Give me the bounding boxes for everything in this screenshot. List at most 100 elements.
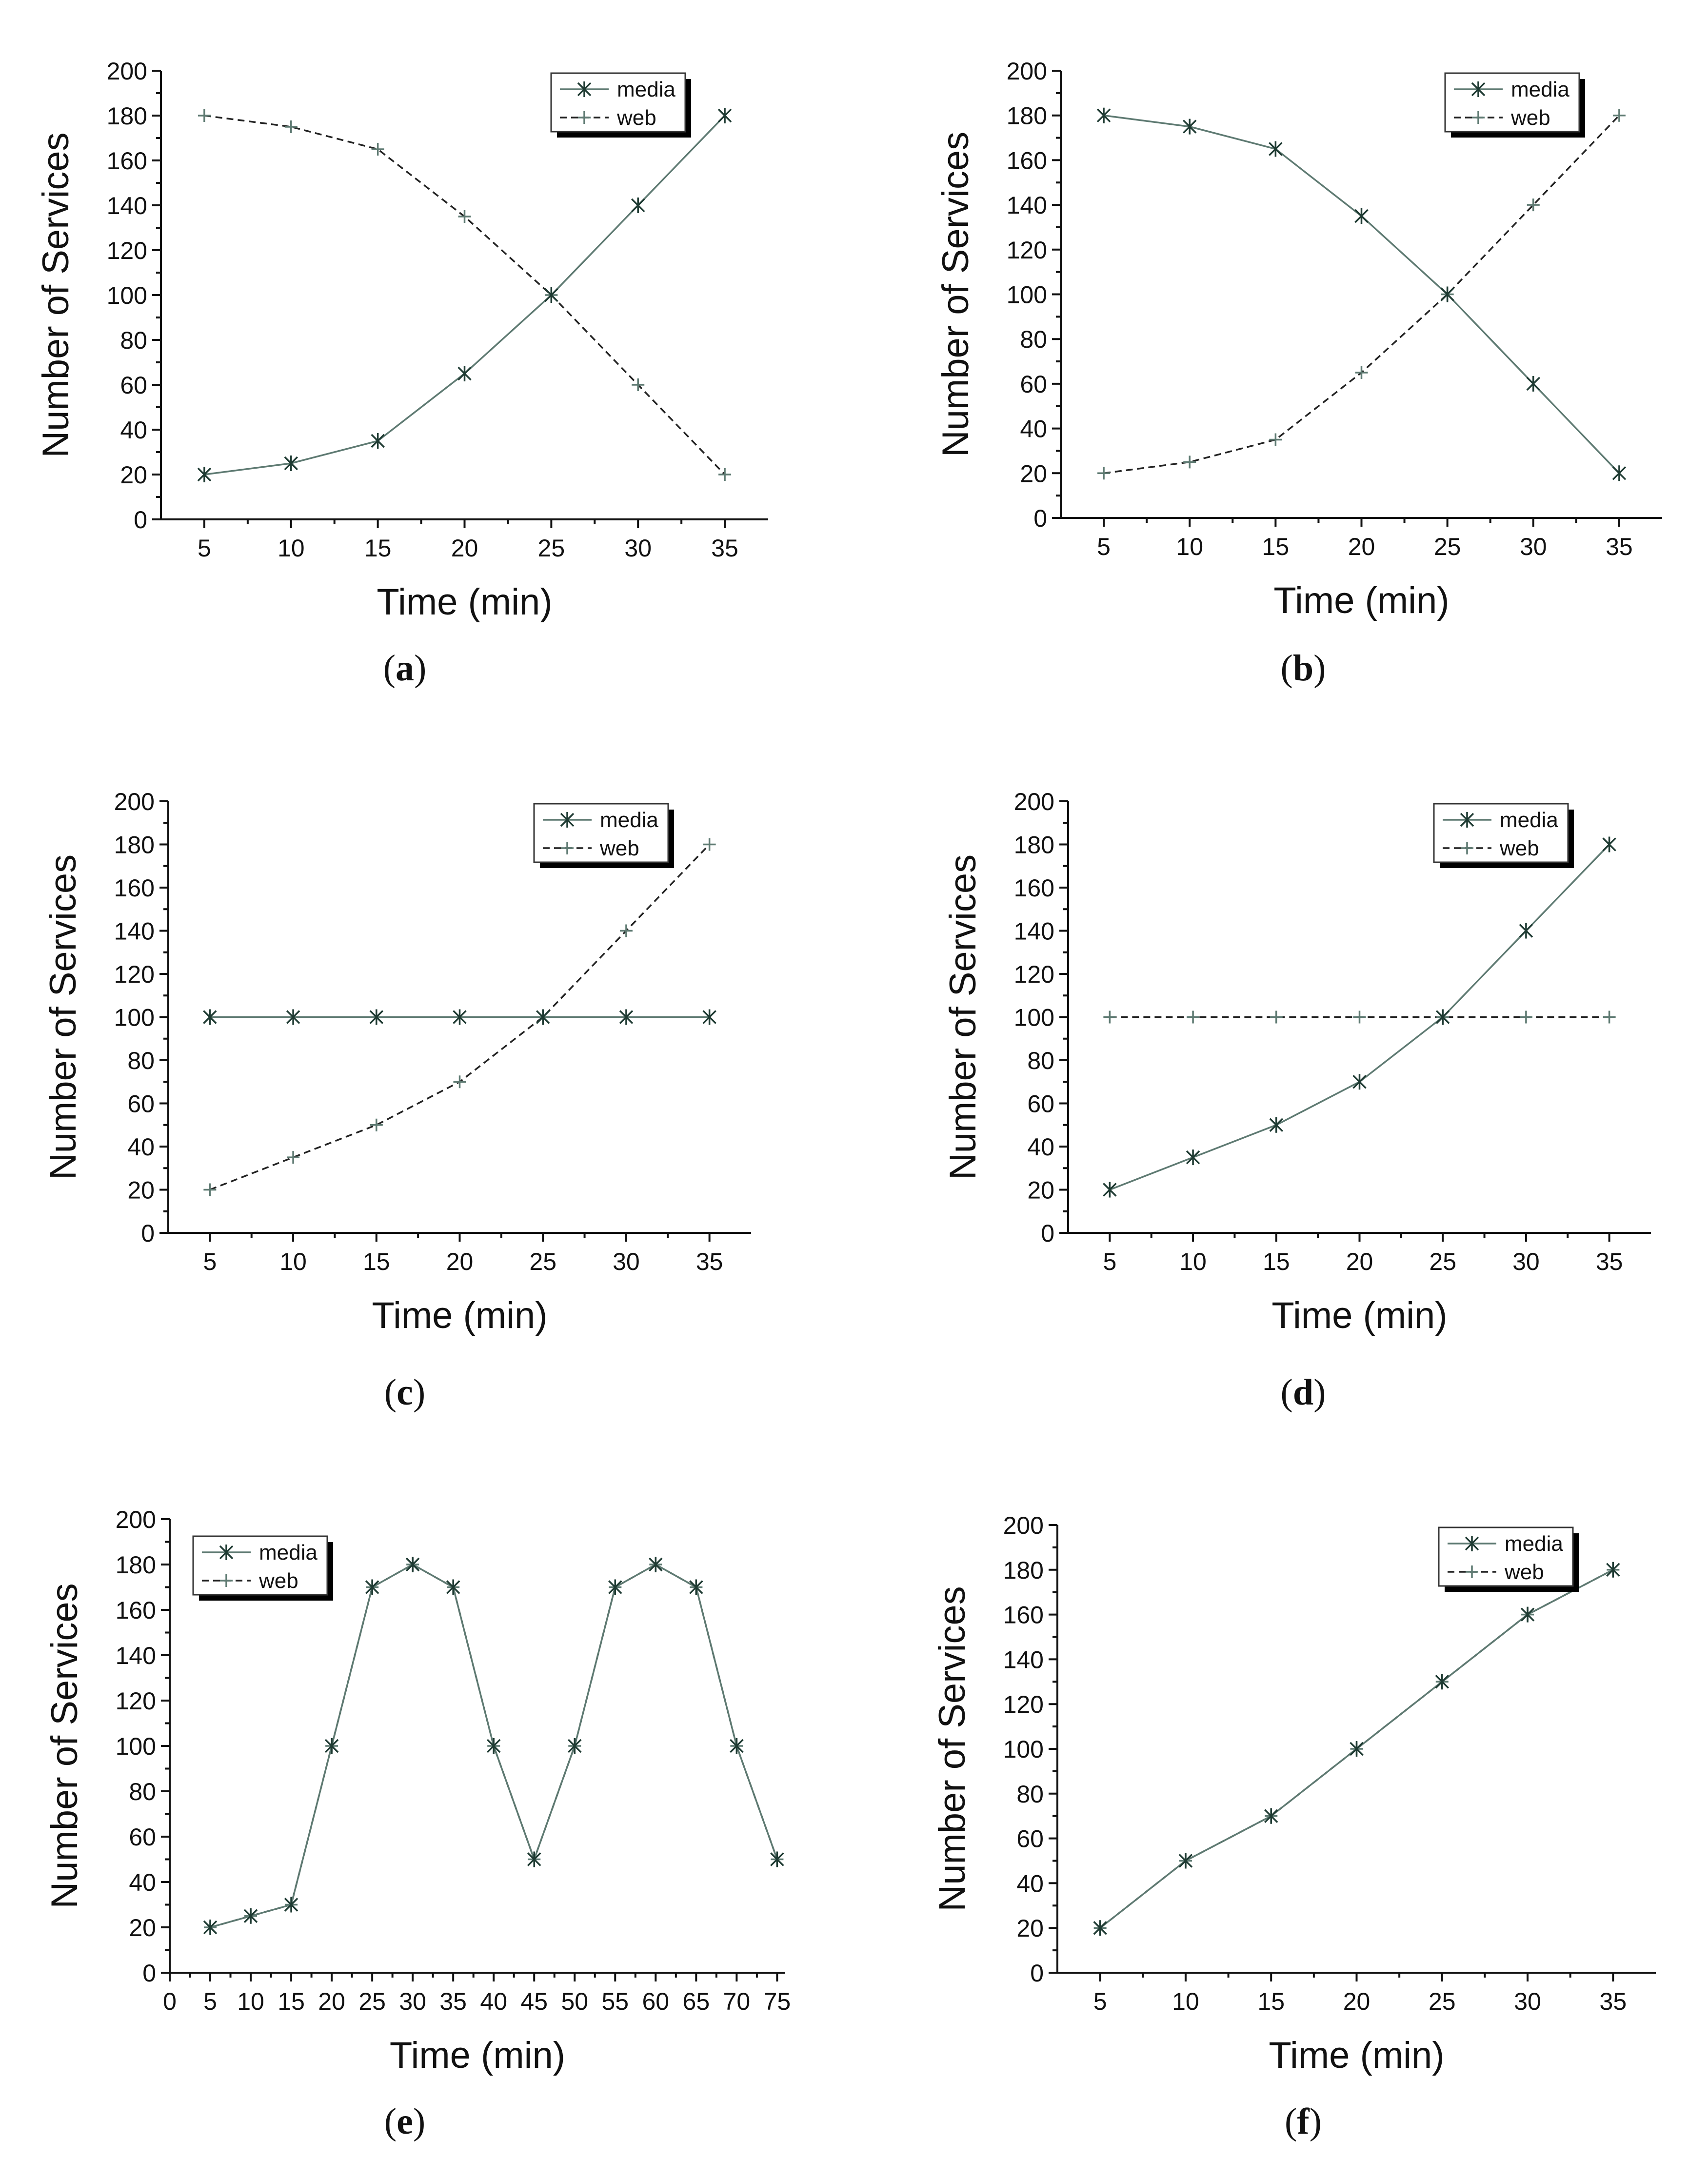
series-media-point-2: [1269, 141, 1283, 157]
series-web-point-5: [1527, 198, 1540, 212]
series-media-point-3: [457, 366, 472, 381]
y-tick-label: 180: [1007, 102, 1047, 130]
series-media-point-3: [1354, 208, 1369, 224]
y-tick-label: 40: [1020, 416, 1047, 443]
y-tick-label: 100: [116, 1733, 156, 1760]
legend-web-point-0: [561, 842, 574, 854]
y-tick-label: 100: [1003, 1736, 1044, 1763]
y-tick-label: 200: [1003, 1512, 1044, 1539]
y-tick-label: 60: [1016, 1825, 1044, 1853]
series-media-point-13: [730, 1738, 744, 1754]
legend-web-label: web: [1499, 836, 1539, 860]
legend-web-point-0: [1461, 842, 1473, 854]
y-tick-label: 200: [107, 58, 147, 85]
y-tick-label: 80: [120, 327, 147, 354]
x-tick-label: 15: [1263, 1248, 1290, 1275]
legend-box: [550, 72, 686, 133]
y-tick-label: 180: [116, 1551, 156, 1579]
series-media-point-1: [284, 456, 298, 471]
legend-media-point-0: [1471, 81, 1486, 97]
series-media-point-2: [369, 1009, 384, 1025]
x-tick-label: 55: [601, 1988, 629, 2015]
legend-media-label: media: [1505, 1532, 1563, 1556]
y-axis-title: Number of Services: [44, 1583, 85, 1908]
x-tick-label: 50: [561, 1988, 588, 2015]
series-media-point-4: [544, 287, 558, 303]
y-tick-label: 120: [1003, 1691, 1044, 1718]
series-media-point-4: [1435, 1009, 1450, 1025]
y-tick-label: 100: [1007, 281, 1047, 309]
y-tick-label: 0: [134, 506, 147, 534]
legend-web-label: web: [599, 836, 639, 860]
series-web-point-1: [284, 120, 298, 133]
y-tick-label: 80: [1020, 326, 1047, 353]
series-web-point-6: [718, 468, 732, 481]
legend-web-label: web: [258, 1569, 298, 1593]
series-media-point-6: [1612, 465, 1627, 481]
series-media-point-3: [453, 1009, 467, 1025]
series-media-point-6: [717, 108, 732, 123]
y-tick-label: 140: [1003, 1646, 1044, 1673]
series-media-point-1: [1182, 119, 1197, 135]
series-web-point-2: [1270, 1010, 1283, 1024]
x-tick-label: 45: [520, 1988, 548, 2015]
panel-caption: (a): [383, 648, 427, 689]
x-tick-label: 15: [363, 1248, 390, 1275]
y-tick-label: 0: [1030, 1960, 1044, 1987]
y-tick-label: 100: [107, 282, 147, 309]
x-tick-label: 10: [1179, 1248, 1207, 1275]
y-tick-label: 20: [120, 461, 147, 489]
y-tick-label: 140: [1014, 918, 1054, 945]
series-web-point-5: [1519, 1010, 1532, 1024]
series-media-point-2: [1264, 1808, 1278, 1824]
y-tick-label: 80: [129, 1778, 156, 1805]
x-tick-label: 35: [439, 1988, 467, 2015]
y-tick-label: 20: [1027, 1177, 1054, 1204]
legend-web-label: web: [1504, 1560, 1544, 1584]
panel-caption: (c): [384, 1372, 425, 1413]
series-media-point-12: [689, 1579, 703, 1595]
x-axis-title: Time (min): [1273, 580, 1449, 621]
y-tick-label: 0: [1033, 505, 1047, 532]
x-tick-label: 30: [624, 535, 652, 562]
y-tick-label: 120: [116, 1687, 156, 1715]
x-tick-label: 30: [613, 1248, 640, 1275]
x-tick-label: 25: [1429, 1248, 1456, 1275]
series-media-point-10: [608, 1579, 622, 1595]
series-media-point-0: [1093, 1920, 1107, 1936]
x-tick-label: 15: [1262, 533, 1290, 560]
legend-media-point-0: [219, 1545, 234, 1560]
y-tick-label: 140: [107, 192, 147, 219]
y-tick-label: 200: [1014, 788, 1054, 815]
series-web-point-2: [371, 143, 384, 156]
x-tick-label: 5: [1103, 1248, 1116, 1275]
series-media-point-5: [619, 1009, 634, 1025]
series-web-point-3: [1353, 1010, 1366, 1024]
y-tick-label: 160: [1003, 1602, 1044, 1629]
series-media-point-5: [1519, 923, 1533, 939]
y-tick-label: 60: [129, 1823, 156, 1851]
y-tick-label: 180: [1003, 1557, 1044, 1584]
x-tick-label: 75: [764, 1988, 791, 2015]
series-web-point-3: [1355, 366, 1368, 379]
y-axis-title: Number of Services: [932, 1586, 973, 1911]
x-tick-label: 30: [399, 1988, 426, 2015]
series-media-point-1: [1186, 1149, 1200, 1166]
x-tick-label: 15: [364, 535, 392, 562]
series-web-point-0: [1103, 1010, 1116, 1024]
series-media-point-4: [365, 1579, 379, 1595]
series-media-point-5: [1526, 376, 1541, 392]
y-tick-label: 140: [1007, 192, 1047, 219]
series-media-point-4: [1440, 286, 1454, 302]
panel-f: 0 20 40 60 80 100 120 140 160 180 200 5 10 15 20 25 30 35…: [932, 1512, 1656, 2142]
series-media-point-11: [649, 1557, 663, 1572]
axes-frame: [1060, 71, 1662, 519]
legend-box: [1433, 803, 1569, 863]
legend: media web: [1438, 1526, 1579, 1592]
legend-media-label: media: [600, 808, 658, 832]
series-media-point-9: [568, 1738, 582, 1754]
x-tick-label: 5: [198, 535, 211, 562]
legend-box: [533, 803, 669, 863]
legend: media web: [533, 803, 674, 868]
y-tick-label: 40: [1016, 1870, 1044, 1897]
